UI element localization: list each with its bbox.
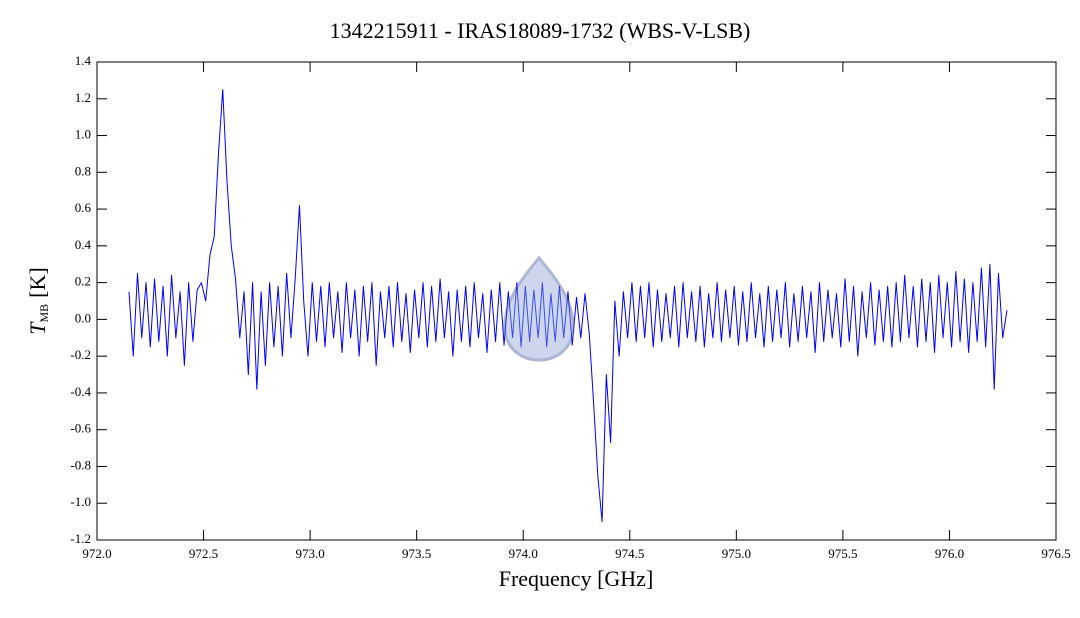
x-axis-label: Frequency [GHz] — [499, 566, 654, 591]
x-tick-label: 974.5 — [615, 546, 644, 561]
spectrum-line — [128, 89, 1008, 523]
y-tick-label: -0.4 — [70, 384, 91, 399]
y-axis-label: TMB [K] — [25, 267, 51, 334]
y-tick-label: 0.2 — [75, 274, 91, 289]
watermark-drop — [503, 255, 575, 362]
x-tick-label: 975.0 — [722, 546, 751, 561]
plot-area — [128, 89, 1008, 523]
x-tick-label: 976.5 — [1041, 546, 1070, 561]
y-tick-label: 0.6 — [75, 200, 92, 215]
chart-title: 1342215911 - IRAS18089-1732 (WBS-V-LSB) — [330, 18, 751, 43]
y-tick-label: -0.2 — [70, 347, 91, 362]
y-tick-label: 0.4 — [75, 237, 92, 252]
x-tick-label: 972.5 — [189, 546, 218, 561]
x-tick-label: 972.0 — [82, 546, 111, 561]
y-tick-label: -1.0 — [70, 494, 91, 509]
x-tick-label: 976.0 — [935, 546, 964, 561]
y-label-symbol: T — [25, 321, 50, 335]
y-label-unit: [K] — [25, 267, 50, 298]
x-tick-label: 973.0 — [295, 546, 324, 561]
x-tick-label: 974.0 — [509, 546, 538, 561]
y-tick-label: -0.8 — [70, 457, 91, 472]
x-tick-label: 973.5 — [402, 546, 431, 561]
y-tick-label: 1.2 — [75, 90, 91, 105]
y-tick-label: 1.4 — [75, 53, 92, 68]
watermark — [503, 255, 575, 362]
x-tick-label: 975.5 — [828, 546, 857, 561]
y-label-subscript: MB — [37, 304, 51, 323]
y-tick-label: -1.2 — [70, 531, 91, 546]
y-tick-label: -0.6 — [70, 421, 91, 436]
y-tick-label: 0.8 — [75, 163, 91, 178]
y-tick-label: 1.0 — [75, 127, 91, 142]
y-tick-label: 0.0 — [75, 310, 91, 325]
plot-frame — [96, 61, 1057, 541]
